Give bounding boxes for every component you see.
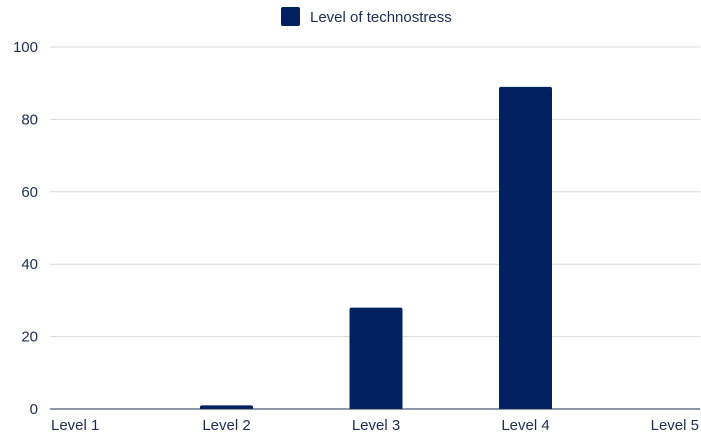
y-tick-label: 80: [21, 111, 38, 128]
x-tick-label: Level 1: [51, 417, 99, 434]
x-axis-ticks: Level 1 Level 2 Level 3 Level 4 Level 5: [51, 417, 699, 434]
y-tick-label: 60: [21, 184, 38, 201]
legend-label: Level of technostress: [310, 9, 452, 26]
x-tick-label: Level 4: [501, 417, 549, 434]
x-tick-label: Level 3: [352, 417, 400, 434]
y-tick-label: 40: [21, 256, 38, 273]
bars: [200, 86, 552, 409]
gridlines: [50, 46, 700, 338]
legend: Level of technostress: [281, 7, 452, 26]
y-axis-ticks: 0 20 40 60 80 100: [13, 39, 38, 418]
x-tick-label: Level 5: [651, 417, 699, 434]
legend-swatch: [281, 7, 300, 26]
bar-level-4: [499, 86, 552, 409]
y-tick-label: 0: [30, 401, 38, 418]
bar-level-3: [349, 307, 403, 409]
y-tick-label: 20: [21, 329, 38, 346]
bar-level-2: [200, 405, 253, 409]
y-tick-label: 100: [13, 39, 38, 56]
x-tick-label: Level 2: [202, 417, 250, 434]
